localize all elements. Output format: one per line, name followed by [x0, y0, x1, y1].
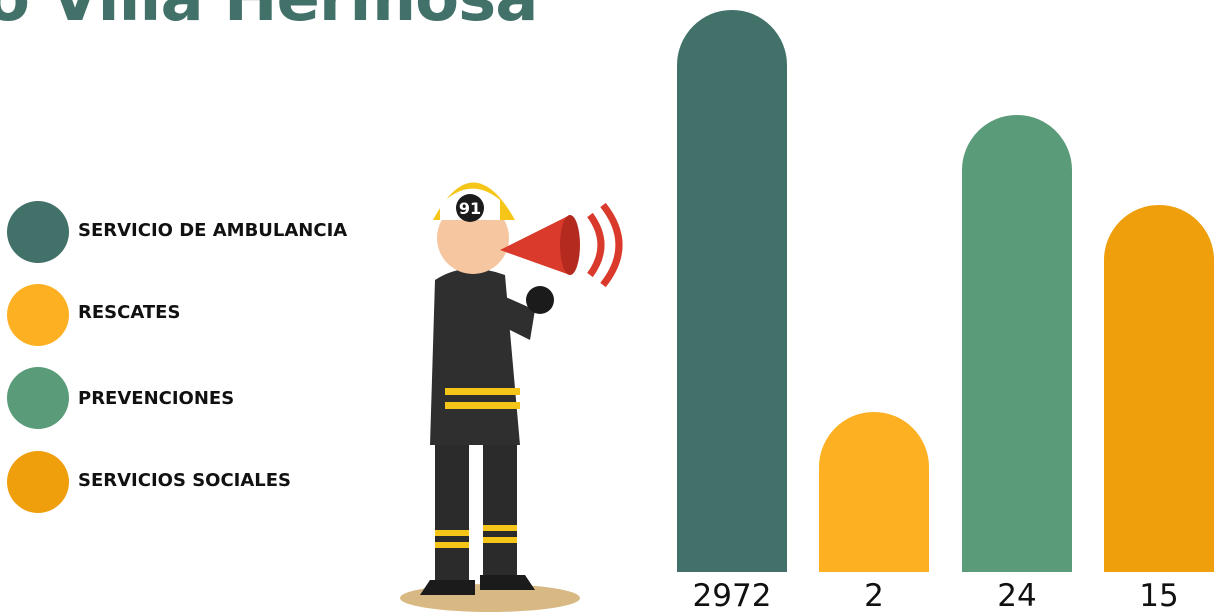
bar: [819, 412, 929, 572]
legend-swatch: [7, 367, 69, 429]
title: o Villa Hermosa: [0, 0, 538, 36]
value-label: 2972: [692, 578, 772, 614]
svg-text:91: 91: [459, 199, 481, 218]
value-label: 15: [1139, 578, 1179, 614]
bar: [677, 10, 787, 572]
legend-swatch: [7, 284, 69, 346]
value-label: 24: [997, 578, 1037, 614]
bar: [962, 115, 1072, 572]
bar: [1104, 205, 1214, 572]
firefighter-illustration: 91: [400, 182, 623, 612]
legend-label: PREVENCIONES: [78, 388, 235, 409]
legend-swatch: [7, 201, 69, 263]
legend-label: RESCATES: [78, 302, 181, 323]
legend-label: SERVICIOS SOCIALES: [78, 470, 292, 491]
legend-swatch: [7, 451, 69, 513]
value-label: 2: [864, 578, 884, 614]
legend-label: SERVICIO DE AMBULANCIA: [78, 220, 348, 241]
